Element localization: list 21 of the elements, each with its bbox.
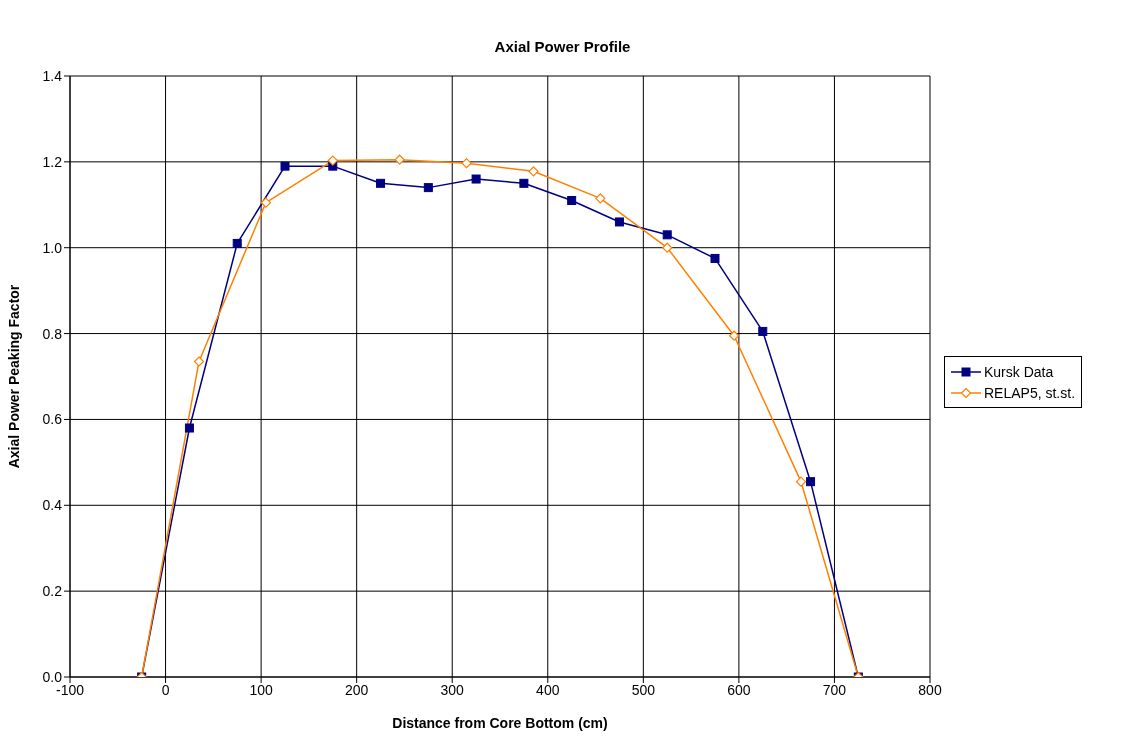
x-tick-label: 500 [631,681,656,698]
legend-label: Kursk Data [984,363,1054,380]
x-axis-title: Distance from Core Bottom (cm) [392,715,608,731]
x-tick-label: 800 [918,681,942,698]
y-tick-label: 0.6 [42,411,63,428]
y-axis-title: Axial Power Peaking Factor [5,284,22,469]
x-tick-label: 200 [344,681,369,698]
x-tick-label: 400 [536,681,560,698]
y-tick-label: 0.8 [42,325,63,342]
y-tick-label: 1.2 [42,153,63,170]
x-tick-label: 600 [727,681,751,698]
x-tick-label: 100 [249,681,273,698]
chart-title: Axial Power Profile [493,38,632,55]
y-tick-label: 1.0 [42,239,63,256]
y-tick-label: 1.4 [42,67,63,84]
x-tick-label: 700 [822,681,847,698]
y-tick-label: 0.4 [42,497,63,514]
legend-label: RELAP5, st.st. [984,384,1076,401]
x-tick-label: 300 [440,681,465,698]
x-tick-label: 0 [161,681,170,698]
y-tick-label: 0.2 [42,583,63,600]
